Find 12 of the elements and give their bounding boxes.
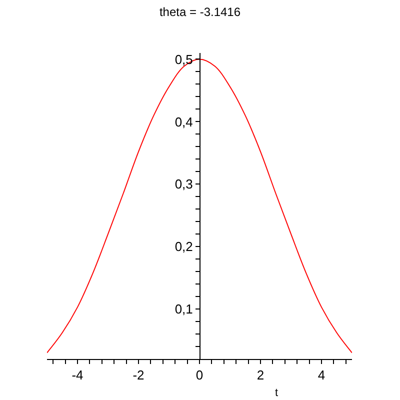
y-tick-label: 0,3 — [174, 176, 193, 192]
x-tick-label: -2 — [132, 368, 144, 383]
y-tick-label: 0,4 — [174, 114, 193, 130]
chart-title: theta = -3.1416 — [159, 5, 241, 20]
x-tick-label: -4 — [72, 368, 84, 383]
x-tick-label: 4 — [318, 368, 326, 383]
x-axis-title: t — [275, 387, 278, 399]
y-tick-label: 0,5 — [174, 52, 193, 67]
y-tick-label: 0,2 — [174, 239, 193, 254]
x-tick-label: 0 — [196, 368, 204, 383]
y-tick-label: 0,1 — [174, 302, 193, 317]
x-tick-label: 2 — [256, 368, 264, 383]
